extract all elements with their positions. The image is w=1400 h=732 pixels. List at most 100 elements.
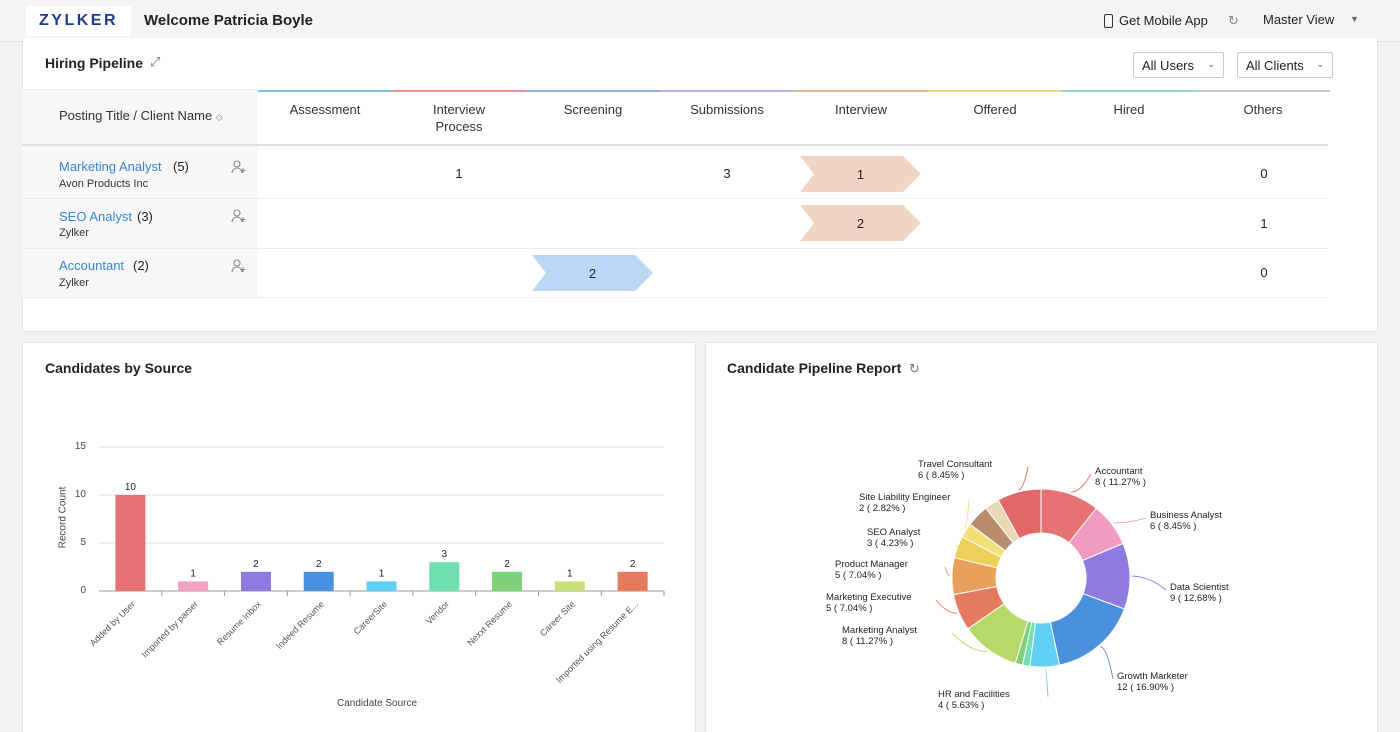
slice-name: HR and Facilities [938,689,1010,700]
y-tick-label: 0 [80,585,86,596]
chevron-down-icon: ⌄ [1316,59,1324,69]
donut-chart [935,466,1167,698]
job-link-marketing-analyst[interactable]: Marketing Analyst [59,159,162,174]
donut-slice-label: Travel Consultant 6 ( 8.45% ) [918,459,1033,481]
arrow-shape [800,205,921,241]
bar-value-label: 10 [125,482,137,493]
view-selector[interactable]: Master View [1263,12,1335,27]
bar[interactable] [492,571,523,591]
chevron-down-icon[interactable]: ▼ [1350,14,1359,24]
others-count[interactable]: 0 [1260,265,1268,280]
leader-line [951,632,988,653]
posting-title-header[interactable]: Posting Title / Client Name ◇ [59,108,223,123]
bar[interactable] [366,581,397,591]
slice-name: Growth Marketer [1117,671,1188,682]
job-link-accountant[interactable]: Accountant [59,258,125,273]
stage-header: Interview Process [432,102,486,134]
stage-color-stripe [1196,90,1330,92]
others-count[interactable]: 0 [1260,166,1268,181]
bar-value-label: 3 [441,549,447,560]
donut-slice-label: Marketing Executive 5 ( 7.04% ) [826,592,941,614]
client-name: Zylker [59,277,89,289]
slice-value: 12 ( 16.90% ) [1117,682,1175,693]
hiring-pipeline-title: Hiring Pipeline [45,55,144,71]
refresh-icon[interactable]: ↻ [1228,13,1239,28]
bar[interactable] [115,495,146,591]
stage-header: Assessment [289,102,361,117]
y-tick-label: 5 [80,537,86,548]
interview-stage-arrow[interactable]: 1 [800,156,921,192]
slice-value: 6 ( 8.45% ) [1150,521,1197,532]
slice-value: 5 ( 7.04% ) [826,603,873,614]
row-divider [22,297,1328,298]
donut-slice[interactable] [1049,593,1126,666]
header-divider [22,144,1328,146]
leader-line [1131,575,1167,591]
bar[interactable] [617,571,648,591]
donut-slice[interactable] [997,488,1042,540]
leader-line [955,534,978,547]
donut-slice-label: Growth Marketer 12 ( 16.90% ) [1117,671,1232,693]
all-clients-dropdown[interactable]: All Clients ⌄ [1237,52,1333,78]
bar[interactable] [240,571,271,591]
slice-name: Data Scientist [1170,582,1229,593]
bar[interactable] [303,571,334,591]
row-divider [22,198,1328,199]
slice-value: 3 ( 4.23% ) [867,538,914,549]
screening-count: 2 [588,265,597,281]
all-clients-label: All Clients [1246,57,1304,73]
stage-header: Submissions [690,102,764,117]
slice-value: 6 ( 8.45% ) [918,470,965,481]
bar-value-label: 2 [253,559,259,570]
welcome-text: Welcome Patricia Boyle [144,12,313,29]
donut-slice-label: SEO Analyst 3 ( 4.23% ) [867,527,982,549]
slice-name: Travel Consultant [918,459,993,470]
bar[interactable] [429,562,460,591]
zylker-logo[interactable]: ZYLKER [26,6,131,36]
donut-slice-label: Marketing Analyst 8 ( 11.27% ) [842,625,957,647]
others-count[interactable]: 1 [1260,216,1268,231]
add-candidate-icon[interactable] [231,258,247,274]
donut-slice-label: Product Manager 5 ( 7.04% ) [835,559,950,581]
slice-name: Marketing Analyst [842,625,917,636]
slice-value: 8 ( 11.27% ) [842,636,894,647]
leader-line [963,499,970,530]
leader-line [1113,517,1147,524]
bar[interactable] [178,581,209,591]
all-users-dropdown[interactable]: All Users ⌄ [1133,52,1224,78]
bar-value-label: 1 [379,568,385,579]
client-name: Avon Products Inc [59,178,149,190]
interview-stage-arrow[interactable]: 2 [800,205,921,241]
screening-stage-arrow[interactable]: 2 [532,255,653,291]
leader-line [1018,466,1029,491]
bar-value-label: 2 [316,559,322,570]
refresh-icon[interactable]: ↻ [909,361,920,376]
add-candidate-icon[interactable] [231,208,247,224]
stage-header: Others [1243,102,1283,117]
stage-color-stripe [526,90,660,92]
submissions-count[interactable]: 3 [723,166,731,181]
leader-line [935,599,958,614]
bar[interactable] [554,581,585,591]
posting-header-label: Posting Title / Client Name [59,108,213,123]
job-count: (2) [133,258,149,273]
arrow-shape [800,156,921,192]
expand-icon[interactable]: ⤢ [150,54,161,69]
stage-color-stripe [794,90,928,92]
bar-value-label: 2 [504,559,510,570]
all-users-label: All Users [1142,57,1195,73]
pipeline-report-title: Candidate Pipeline Report [727,360,902,376]
stage-color-stripe [928,90,1062,92]
donut-slice-label: HR and Facilities 4 ( 5.63% ) [938,689,1053,711]
interview-process-count[interactable]: 1 [455,166,463,181]
interview-count: 1 [856,166,865,182]
slice-name: Business Analyst [1150,510,1222,521]
job-link-seo-analyst[interactable]: SEO Analyst [59,209,132,224]
get-mobile-app-button[interactable]: Get Mobile App [1104,13,1208,28]
leader-line [1100,646,1114,680]
bar-chart: 10 1 2 2 1 3 2 1 2 [99,446,665,596]
slice-value: 5 ( 7.04% ) [835,570,882,581]
add-candidate-icon[interactable] [231,159,247,175]
leader-line [1070,473,1092,493]
bar-value-label: 1 [567,568,573,579]
